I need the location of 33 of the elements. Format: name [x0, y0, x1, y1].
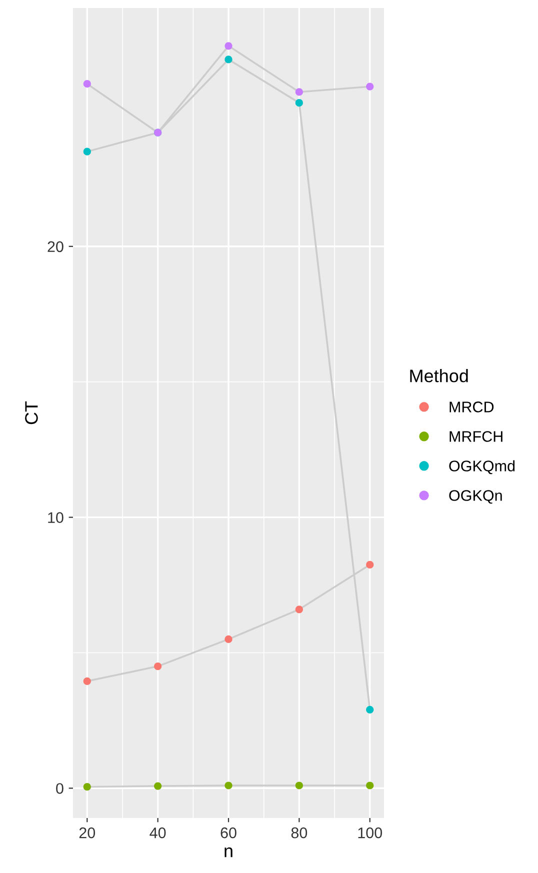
- point: [154, 782, 162, 790]
- x-axis-title: n: [224, 847, 232, 858]
- x-tick-label: 40: [150, 827, 166, 838]
- legend-label: MRCD: [450, 402, 494, 412]
- point: [83, 783, 91, 791]
- legend-label: MRFCH: [450, 431, 502, 442]
- x-tick-label: 80: [291, 827, 308, 838]
- x-tick-label: 20: [79, 827, 96, 838]
- point: [366, 706, 374, 714]
- point: [83, 148, 91, 156]
- y-tick-label: 20: [48, 241, 64, 252]
- point: [295, 606, 303, 614]
- point: [366, 82, 374, 90]
- point: [154, 662, 162, 670]
- legend-label: OGKQn: [449, 490, 502, 504]
- point: [83, 80, 91, 88]
- point: [83, 677, 91, 685]
- point: [224, 42, 232, 50]
- x-tick-label: 60: [220, 827, 236, 838]
- point: [295, 782, 303, 790]
- y-tick-label: 0: [56, 783, 64, 794]
- point: [366, 782, 374, 790]
- point: [224, 782, 232, 790]
- point: [224, 56, 232, 64]
- y-axis-title: CT: [25, 401, 38, 424]
- point: [295, 88, 303, 96]
- point: [224, 635, 232, 644]
- x-tick-label: 100: [358, 827, 382, 838]
- legend-label: OGKQmd: [449, 460, 515, 474]
- legend-title: Method: [410, 369, 468, 382]
- point: [295, 99, 303, 107]
- point: [366, 560, 374, 569]
- y-tick-label: 10: [48, 512, 64, 523]
